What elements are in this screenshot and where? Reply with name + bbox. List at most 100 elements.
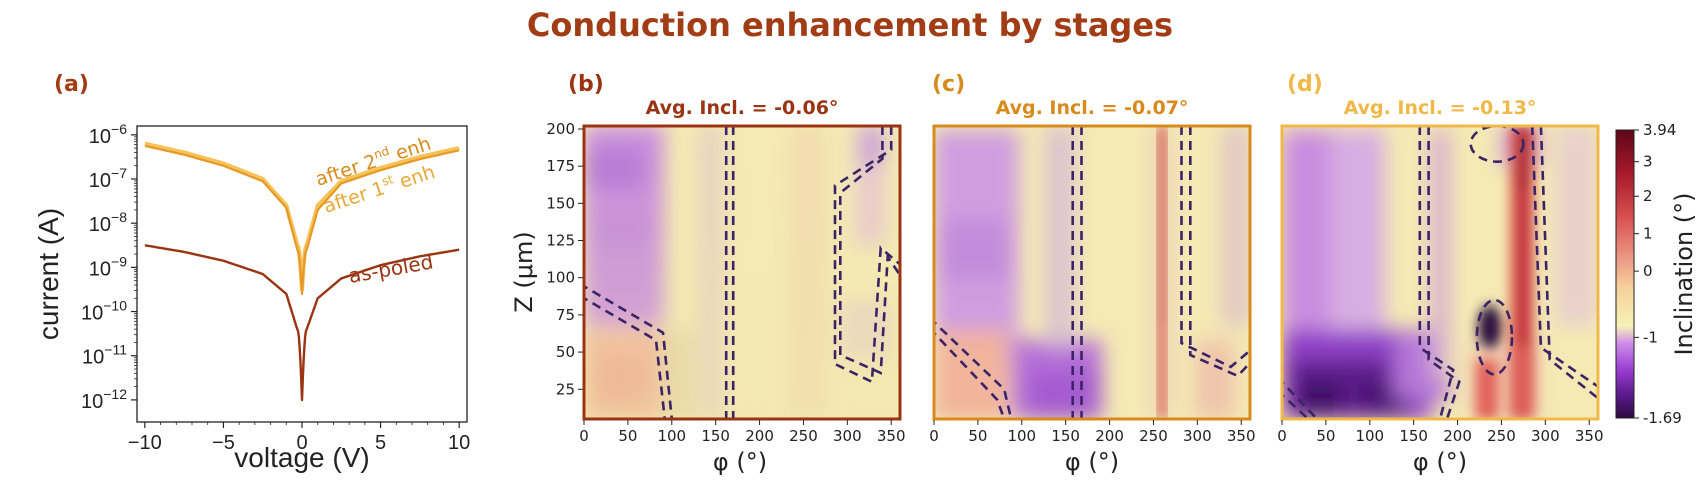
y-tick-label: 175 [546, 157, 575, 175]
x-tick-label: 350 [1227, 427, 1256, 445]
heatmap-c [934, 126, 1250, 419]
colorbar: 3.94 3 2 1 0 -1 -1.69 Inclination (°) [1615, 121, 1698, 427]
colorbar-label: Inclination (°) [1670, 192, 1698, 355]
dashed-boundary [833, 126, 900, 384]
panel-c-avg: Avg. Incl. = -0.07° [996, 97, 1189, 119]
x-tick-label: 350 [1575, 427, 1604, 445]
y-tick-label: 75 [556, 306, 575, 324]
y-tick-label: 10−6 [89, 121, 127, 148]
curve-as-poled [144, 244, 460, 402]
panel-d-xlabel: φ (°) [1413, 448, 1467, 476]
x-tick-label: 200 [1095, 427, 1124, 445]
y-tick-label: 25 [556, 380, 575, 398]
panel-b: (b) Avg. Incl. = -0.06° 0 50 100 150 200 250 3… [510, 72, 906, 476]
y-tick-label: 10−12 [81, 386, 127, 413]
ticks-b: 0 50 100 150 200 250 300 350 [579, 420, 906, 445]
dashed-boundary [1539, 126, 1598, 400]
dashed-regions-d [1282, 126, 1598, 419]
dashed-boundary [584, 284, 674, 419]
panel-c-label: (c) [932, 72, 965, 97]
x-tick-label: 100 [657, 427, 686, 445]
heatmap-d [1282, 126, 1598, 419]
y-tick-label: 10−10 [81, 298, 127, 325]
panel-d-avg: Avg. Incl. = -0.13° [1344, 97, 1537, 119]
x-tick-label: 250 [1139, 427, 1168, 445]
dashed-boundary [934, 320, 1013, 419]
panel-b-frame [582, 124, 902, 421]
panel-c: (c) Avg. Incl. = -0.07° 0 50 100 150 200 [929, 72, 1255, 445]
x-tick-label: 300 [833, 427, 862, 445]
colorbar-ticks: 3.94 3 2 1 0 -1 -1.69 [1634, 121, 1682, 427]
dashed-regions-c [934, 126, 1250, 419]
x-tick-label: 0 [1277, 427, 1287, 445]
panel-b-ylabel: Z (μm) [510, 231, 538, 312]
colorbar-tick-label: 2 [1643, 187, 1653, 205]
x-tick-label: 50 [1316, 427, 1335, 445]
label-as-poled: as-poled [347, 249, 435, 287]
colorbar-tick-label: 3.94 [1643, 121, 1676, 139]
x-tick-label: 100 [1007, 427, 1036, 445]
colorbar-tick-label: 0 [1643, 262, 1653, 280]
x-tick-label: 10 [448, 432, 470, 454]
dashed-regions-b [584, 126, 900, 419]
colorbar-tick-label: -1 [1643, 328, 1658, 346]
y-tick-label: 125 [546, 232, 575, 250]
y-tick-label: 50 [556, 343, 575, 361]
dashed-ellipse [1475, 298, 1514, 376]
x-tick-label: 350 [877, 427, 906, 445]
x-tick-label: 50 [968, 427, 987, 445]
panel-a-curves [143, 141, 461, 402]
figure-title: Conduction enhancement by stages [527, 6, 1173, 44]
y-tick-label: 10−11 [82, 342, 127, 369]
colorbar-tick-label: -1.69 [1643, 409, 1682, 427]
panel-d: (d) Avg. Incl. = -0.13° [1277, 72, 1603, 445]
colorbar-tick-label: 1 [1643, 225, 1653, 243]
dashed-boundary [584, 296, 667, 419]
panel-a-ticks: −10 −5 0 5 10 10−6 10−7 10−8 10−9 10−10 10−11 10−12 [81, 121, 470, 454]
dashed-boundary [838, 126, 900, 375]
x-tick-label: 0 [579, 427, 589, 445]
panel-d-label: (d) [1287, 72, 1323, 97]
x-tick-label: 100 [1355, 427, 1384, 445]
x-tick-label: 200 [745, 427, 774, 445]
x-tick-label: 150 [701, 427, 730, 445]
dashed-boundary [1427, 126, 1461, 419]
x-tick-label: 300 [1183, 427, 1212, 445]
y-tick-label: 10−8 [89, 209, 127, 236]
colorbar-gradient [1615, 129, 1635, 419]
x-tick-label: 200 [1443, 427, 1472, 445]
x-tick-label: 0 [296, 432, 307, 454]
dashed-boundary [1418, 126, 1455, 419]
x-tick-label: 250 [1487, 427, 1516, 445]
y-tick-label: 10−9 [89, 253, 127, 280]
panel-c-frame [932, 124, 1252, 421]
x-tick-label: 0 [929, 427, 939, 445]
ticks-d: 0 50 100 150 200 250 300 350 [1277, 420, 1604, 445]
dashed-boundary [1189, 126, 1250, 378]
panel-b-label: (b) [568, 72, 604, 97]
x-tick-label: 150 [1051, 427, 1080, 445]
panel-a-label: (a) [54, 72, 89, 97]
ticks-c: 0 50 100 150 200 250 300 350 [929, 420, 1256, 445]
panel-c-xlabel: φ (°) [1065, 448, 1119, 476]
yticks-b: 200 175 150 125 100 75 50 25 [546, 120, 583, 398]
x-tick-label: 50 [618, 427, 637, 445]
panel-b-avg: Avg. Incl. = -0.06° [646, 97, 839, 119]
dashed-boundary [1180, 126, 1250, 369]
x-tick-label: −5 [212, 432, 235, 454]
heatmap-b [584, 126, 900, 419]
dashed-boundary [1282, 380, 1319, 419]
dashed-boundary [934, 331, 1006, 419]
panel-b-xlabel: φ (°) [713, 448, 767, 476]
dashed-ellipse [1469, 126, 1525, 163]
y-tick-label: 100 [546, 269, 575, 287]
y-tick-label: 10−7 [89, 165, 127, 192]
x-tick-label: 250 [789, 427, 818, 445]
y-tick-label: 200 [546, 120, 575, 138]
colorbar-tick-label: 3 [1643, 153, 1653, 171]
panel-a-ylabel: current (A) [33, 208, 64, 340]
x-tick-label: 300 [1531, 427, 1560, 445]
panel-a: (a) −10 −5 0 5 10 10−6 10−7 10−8 10−9 10−10 10−11 1… [33, 72, 470, 473]
panel-d-frame [1280, 124, 1600, 421]
